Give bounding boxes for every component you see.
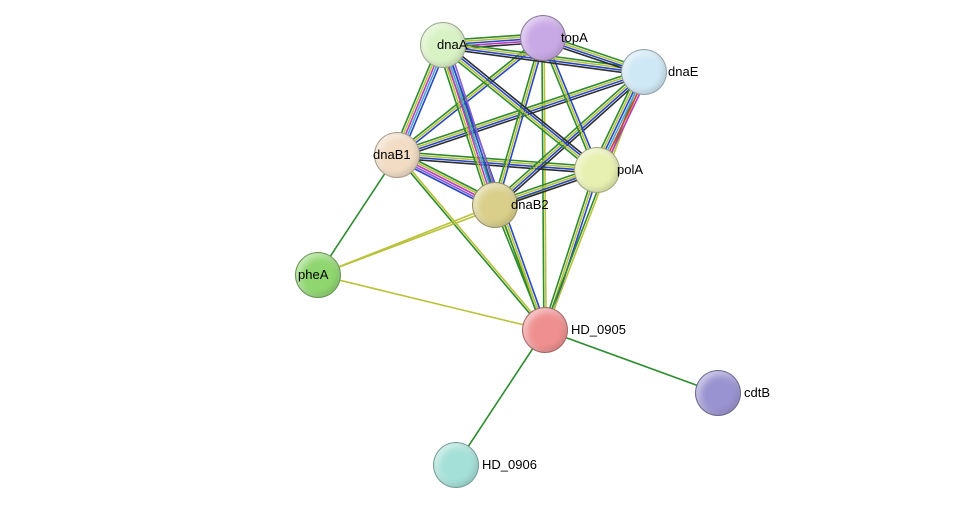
node-dnaB1[interactable] bbox=[374, 132, 420, 178]
node-dnaA[interactable] bbox=[420, 22, 466, 68]
network-canvas: dnaAtopAdnaEdnaB1polAdnaB2pheAHD_0905cdt… bbox=[0, 0, 975, 512]
node-HD_0906[interactable] bbox=[433, 442, 479, 488]
edge-neighborhood bbox=[544, 72, 643, 330]
edge-neighborhood bbox=[456, 330, 545, 465]
edge-textmining bbox=[397, 154, 597, 169]
node-dnaB2[interactable] bbox=[472, 182, 518, 228]
edge-textmining bbox=[440, 46, 492, 206]
node-topA[interactable] bbox=[520, 15, 566, 61]
node-pheA[interactable] bbox=[295, 252, 341, 298]
edge-cooccurrence bbox=[397, 156, 597, 171]
edge-neighborhood bbox=[543, 169, 595, 329]
node-cdtB[interactable] bbox=[695, 370, 741, 416]
edges-layer bbox=[0, 0, 975, 512]
edge-neighborhood bbox=[545, 330, 718, 393]
node-HD_0905[interactable] bbox=[522, 307, 568, 353]
node-dnaE[interactable] bbox=[621, 49, 667, 95]
edge-textmining bbox=[318, 275, 545, 330]
edge-neighborhood bbox=[397, 152, 597, 167]
node-polA[interactable] bbox=[574, 147, 620, 193]
